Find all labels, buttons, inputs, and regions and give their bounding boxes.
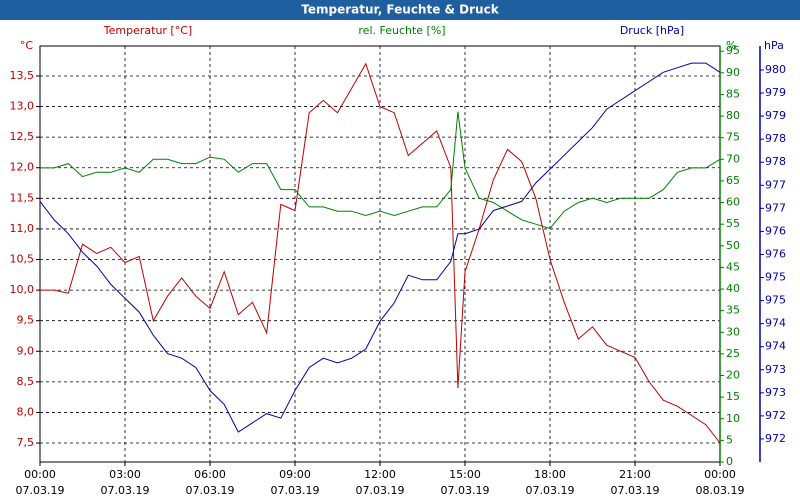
y2-axis-label: % xyxy=(726,39,736,52)
y3-tick-label: 979 xyxy=(765,109,786,122)
y-axis-label: °C xyxy=(20,39,34,52)
y-tick-label: 10,5 xyxy=(10,253,35,266)
y-tick-label: 13,5 xyxy=(10,69,35,82)
y-tick-label: 12,0 xyxy=(10,161,35,174)
y2-tick-label: 55 xyxy=(726,217,740,230)
y2-tick-label: 35 xyxy=(726,304,740,317)
series-line xyxy=(40,62,721,444)
series-line xyxy=(39,62,721,433)
x-tick-date: 07.03.19 xyxy=(611,484,660,497)
y3-tick-label: 975 xyxy=(765,271,786,284)
y3-tick-label: 978 xyxy=(765,155,786,168)
x-tick-label: 00:00 xyxy=(704,468,736,481)
x-tick-date: 07.03.19 xyxy=(271,484,320,497)
y2-tick-label: 5 xyxy=(726,433,733,446)
y2-tick-label: 90 xyxy=(726,66,740,79)
y3-tick-label: 973 xyxy=(765,386,786,399)
y3-tick-label: 980 xyxy=(765,63,786,76)
y3-tick-label: 972 xyxy=(765,409,786,422)
y2-tick-label: 10 xyxy=(726,412,740,425)
x-tick-label: 03:00 xyxy=(109,468,141,481)
x-tick-date: 07.03.19 xyxy=(441,484,490,497)
x-tick-date: 08.03.19 xyxy=(696,484,745,497)
y-tick-label: 9,0 xyxy=(17,344,35,357)
y-tick-label: 10,0 xyxy=(10,283,35,296)
y3-tick-label: 976 xyxy=(765,247,786,260)
legend-label: Temperatur [°C] xyxy=(103,24,192,37)
y-tick-label: 11,5 xyxy=(10,191,35,204)
x-tick-label: 06:00 xyxy=(194,468,226,481)
legend-label: Druck [hPa] xyxy=(620,24,684,37)
y3-tick-label: 973 xyxy=(765,363,786,376)
x-tick-date: 07.03.19 xyxy=(186,484,235,497)
x-tick-label: 21:00 xyxy=(619,468,651,481)
y3-tick-label: 975 xyxy=(765,294,786,307)
y3-tick-label: 974 xyxy=(765,317,786,330)
y3-tick-label: 977 xyxy=(765,178,786,191)
y-tick-label: 9,5 xyxy=(17,314,35,327)
x-tick-date: 07.03.19 xyxy=(526,484,575,497)
y2-tick-label: 60 xyxy=(726,196,740,209)
y2-tick-label: 20 xyxy=(726,369,740,382)
y-tick-label: 13,0 xyxy=(10,100,35,113)
y-tick-label: 11,0 xyxy=(10,222,35,235)
legend-label: rel. Feuchte [%] xyxy=(358,24,445,37)
y2-tick-label: 15 xyxy=(726,390,740,403)
y3-tick-label: 978 xyxy=(765,132,786,145)
x-tick-label: 09:00 xyxy=(279,468,311,481)
y3-tick-label: 974 xyxy=(765,340,786,353)
series-line xyxy=(40,111,721,230)
y3-tick-label: 979 xyxy=(765,86,786,99)
x-tick-label: 00:00 xyxy=(24,468,56,481)
x-tick-date: 07.03.19 xyxy=(356,484,405,497)
y-tick-label: 8,5 xyxy=(17,375,35,388)
y3-tick-label: 976 xyxy=(765,224,786,237)
chart-title: Temperatur, Feuchte & Druck xyxy=(301,3,499,17)
y2-tick-label: 85 xyxy=(726,87,740,100)
y-tick-label: 7,5 xyxy=(17,436,35,449)
y-tick-label: 12,5 xyxy=(10,130,35,143)
title-bar xyxy=(0,0,800,20)
y2-tick-label: 70 xyxy=(726,152,740,165)
x-tick-label: 18:00 xyxy=(534,468,566,481)
y2-tick-label: 75 xyxy=(726,131,740,144)
y3-tick-label: 972 xyxy=(765,432,786,445)
y3-tick-label: 977 xyxy=(765,201,786,214)
y2-tick-label: 40 xyxy=(726,282,740,295)
y2-tick-label: 95 xyxy=(726,44,740,57)
y2-tick-label: 80 xyxy=(726,109,740,122)
y3-axis-label: hPa xyxy=(764,39,784,52)
x-tick-label: 12:00 xyxy=(364,468,396,481)
x-tick-date: 07.03.19 xyxy=(101,484,150,497)
x-tick-date: 07.03.19 xyxy=(16,484,65,497)
y2-tick-label: 50 xyxy=(726,239,740,252)
y2-tick-label: 65 xyxy=(726,174,740,187)
x-tick-label: 15:00 xyxy=(449,468,481,481)
y2-tick-label: 45 xyxy=(726,260,740,273)
y2-tick-label: 0 xyxy=(726,455,733,468)
y2-tick-label: 25 xyxy=(726,347,740,360)
y2-tick-label: 30 xyxy=(726,325,740,338)
y-tick-label: 8,0 xyxy=(17,405,35,418)
